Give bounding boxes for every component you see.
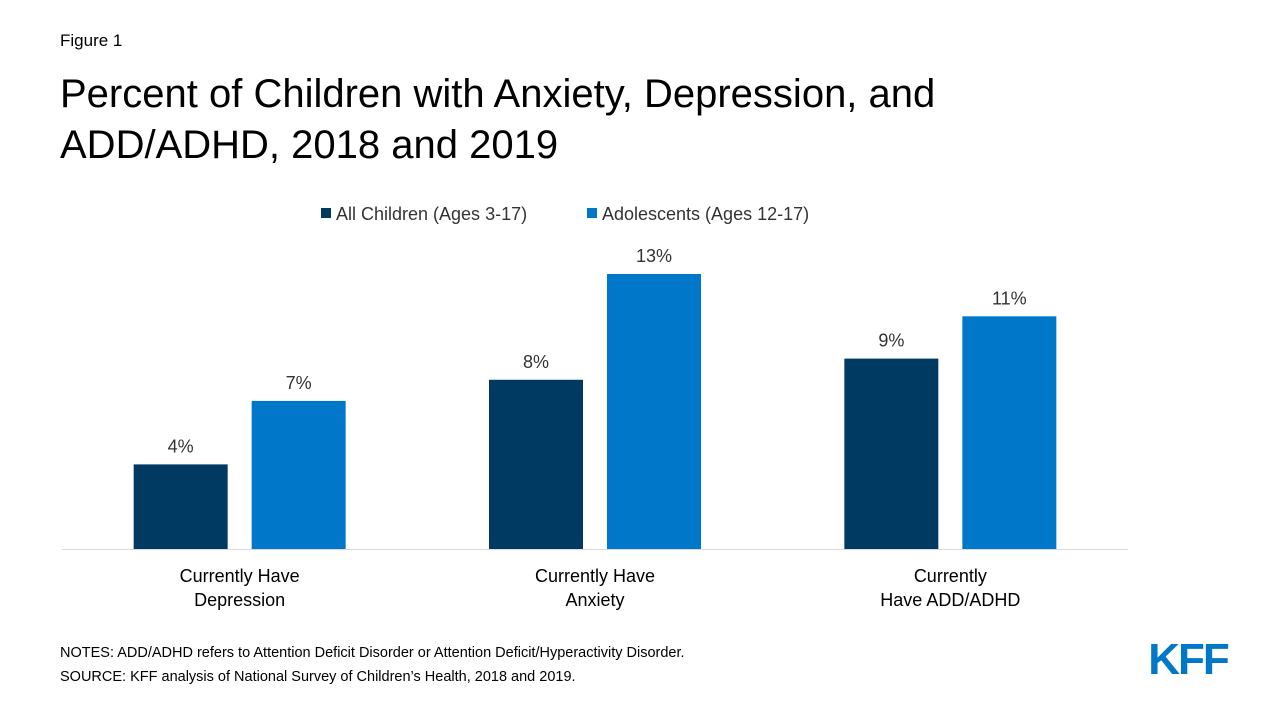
- figure-label: Figure 1: [60, 31, 122, 50]
- legend-label: All Children (Ages 3-17): [336, 204, 527, 224]
- bar: [844, 358, 939, 549]
- x-tick-label: Currently Have Anxiety: [535, 566, 655, 610]
- x-tick-label: Currently Have ADD/ADHD: [880, 566, 1020, 610]
- notes: NOTES: ADD/ADHD refers to Attention Defi…: [60, 645, 685, 661]
- chart-title: Percent of Children with Anxiety, Depres…: [60, 72, 935, 167]
- legend-swatch: [321, 208, 331, 218]
- value-label: 8%: [523, 352, 549, 372]
- value-label: 7%: [286, 373, 312, 393]
- source: SOURCE: KFF analysis of National Survey …: [60, 669, 576, 685]
- value-label: 13%: [636, 246, 672, 266]
- bar: [133, 464, 228, 549]
- bar: [962, 316, 1057, 549]
- legend-swatch: [587, 208, 597, 218]
- value-label: 9%: [878, 331, 904, 351]
- logo: KFF: [1148, 635, 1229, 684]
- bar: [607, 274, 701, 549]
- value-label: 4%: [168, 436, 194, 456]
- bar: [251, 400, 346, 549]
- legend-label: Adolescents (Ages 12-17): [602, 204, 809, 224]
- x-tick-label: Currently Have Depression: [180, 566, 300, 610]
- bar: [489, 379, 583, 549]
- value-label: 11%: [992, 288, 1027, 308]
